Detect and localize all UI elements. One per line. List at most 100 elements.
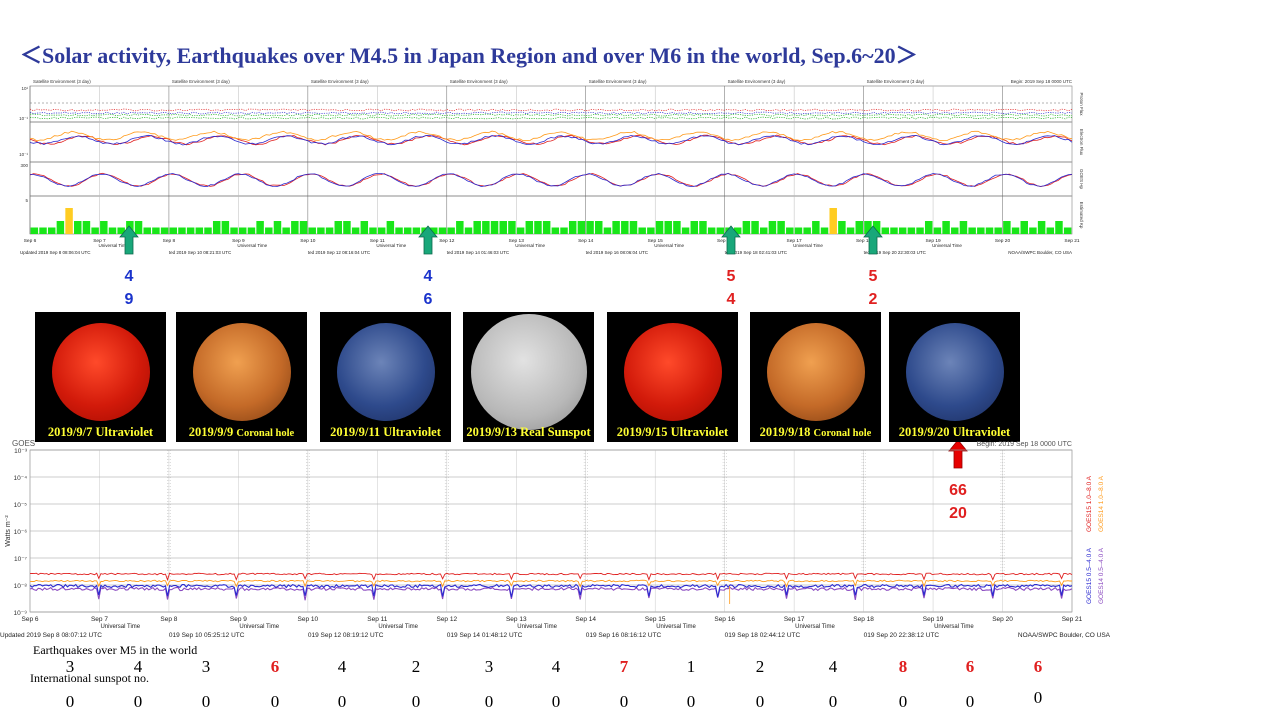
- kp-bar: [343, 221, 351, 234]
- panel-right-label: GOES Hp: [1079, 169, 1084, 190]
- kp-bar: [204, 227, 212, 234]
- kp-bar: [733, 227, 742, 234]
- kp-bar: [186, 227, 195, 234]
- arrow-shape: [119, 225, 139, 255]
- legend-label: GOES15 0.5--4.0 A: [1086, 547, 1093, 604]
- kp-bar: [681, 227, 690, 234]
- updated-label: ted 2019 Sep 16 08:06:04 UTC: [586, 250, 649, 255]
- sun-disc: [766, 322, 865, 421]
- kp-bar: [751, 221, 759, 234]
- earthquake-count-cell: 6: [1033, 657, 1043, 676]
- earthquake-count-top: 4: [423, 268, 433, 285]
- kp-bar: [890, 227, 898, 234]
- x-tick-label: Sep 11: [370, 238, 385, 244]
- kp-bar: [673, 221, 681, 234]
- kp-bar: [299, 221, 308, 234]
- red-up-arrow-icon: [948, 439, 968, 469]
- x-tick-label: Sep 9: [230, 616, 247, 623]
- updated-label: ted 2019 Sep 18 02:41:03 UTC: [725, 250, 788, 255]
- kp-bar: [838, 221, 846, 234]
- axis-title-label: Universal Time: [376, 243, 406, 248]
- sun-disc: [336, 322, 435, 421]
- xray-header-left: GOES: [12, 439, 35, 448]
- kp-bar: [291, 221, 299, 234]
- x-tick-label: Sep 21: [1062, 616, 1083, 623]
- arrow-shape: [418, 225, 438, 255]
- updated-label: 019 Sep 14 01:48:12 UTC: [447, 632, 523, 639]
- green-up-arrow-icon: [863, 225, 883, 255]
- kp-bar: [829, 208, 837, 234]
- sun-image-tile: 2019/9/13 Real Sunspot: [463, 312, 594, 442]
- kp-bar: [542, 221, 551, 234]
- x-tick-label: Sep 20: [995, 238, 1011, 244]
- earthquake-count-cell: 4: [337, 657, 347, 676]
- sun-disc: [905, 322, 1004, 421]
- updated-label: 019 Sep 10 05:25:12 UTC: [169, 632, 245, 639]
- kp-bar: [351, 227, 360, 234]
- sunspot-count-cell: 0: [1033, 688, 1043, 707]
- kp-bar: [629, 221, 638, 234]
- kp-bar: [273, 221, 282, 234]
- kp-bar: [117, 227, 125, 234]
- kp-bar: [716, 227, 725, 234]
- begin-label: Begin: 2019 Sep 18 0000 UTC: [1011, 79, 1073, 84]
- sun-disc: [51, 322, 150, 421]
- proton-flux-series: [29, 111, 1073, 115]
- kp-bar: [525, 221, 534, 234]
- xray-flux-series: [29, 579, 1072, 588]
- kp-bar: [690, 221, 699, 234]
- kp-bar: [638, 227, 646, 234]
- page-title: ＜Solar activity, Earthquakes over M4.5 i…: [20, 43, 918, 68]
- kp-bar: [108, 227, 117, 234]
- earthquake-count-cell: 3: [201, 657, 211, 676]
- kp-bar: [464, 227, 473, 234]
- sunspot-count-cell: 0: [411, 692, 421, 711]
- sunspot-count-cell: 0: [133, 692, 143, 711]
- x-tick-label: Sep 11: [367, 616, 388, 623]
- earthquake-count-cell: 6: [965, 657, 975, 676]
- kp-bar: [473, 221, 481, 234]
- kp-bar: [786, 227, 794, 234]
- green-up-arrow-icon: [721, 225, 741, 255]
- axis-title-label: Universal Time: [515, 243, 545, 248]
- kp-bar: [325, 227, 334, 234]
- kp-bar: [595, 221, 603, 234]
- earthquake-count-bottom: 2: [868, 291, 878, 308]
- sun-image-tile: 2019/9/7 Ultraviolet: [35, 312, 166, 442]
- sunspot-count-cell: 0: [965, 692, 975, 711]
- kp-bar: [403, 227, 412, 234]
- y-tick-label: 10⁻⁴: [14, 475, 28, 482]
- sunspot-count-cell: 0: [551, 692, 561, 711]
- kp-bar: [100, 221, 108, 234]
- panel-right-label: Proton Flux: [1079, 92, 1084, 116]
- updated-label: ted 2019 Sep 12 08:16:04 UTC: [308, 250, 371, 255]
- x-tick-label: Sep 18: [856, 238, 872, 244]
- y-tick-label: 10⁻⁶: [14, 529, 28, 536]
- x-tick-label: Sep 14: [575, 616, 596, 623]
- electron-flux-series: [29, 130, 1073, 142]
- kp-bar: [664, 221, 672, 234]
- panel-frame: [29, 161, 1073, 197]
- updated-label: 019 Sep 20 22:38:12 UTC: [864, 632, 940, 639]
- xray-flux-series: [29, 586, 1073, 601]
- x-tick-label: Sep 19: [923, 616, 944, 623]
- footer-right-label: NOAA/SWPC Boulder, CO USA: [1008, 250, 1072, 255]
- kp-bar: [1055, 221, 1063, 234]
- caption-label: Coronal hole: [236, 428, 295, 439]
- sun-disc: [470, 313, 587, 430]
- panel-frame: [29, 85, 1073, 123]
- kp-bar: [951, 227, 959, 234]
- kp-bar: [872, 221, 881, 234]
- xray-flux-series: [29, 572, 1073, 582]
- kp-bar: [430, 227, 438, 234]
- electron-flux-series: [29, 134, 1073, 146]
- kp-bar: [447, 227, 455, 234]
- axis-title-label: Universal Time: [98, 243, 128, 248]
- caption-date: 2019/9/18: [759, 425, 814, 439]
- electron-flux-series: [29, 134, 1073, 146]
- kp-bar: [577, 221, 586, 234]
- sunspot-count-cell: 0: [201, 692, 211, 711]
- panel-title-label: Satellite Environment (3 day): [867, 79, 925, 84]
- sun-image-tile: 2019/9/9 Coronal hole: [176, 312, 307, 442]
- earthquake-count-cell: 4: [133, 657, 143, 676]
